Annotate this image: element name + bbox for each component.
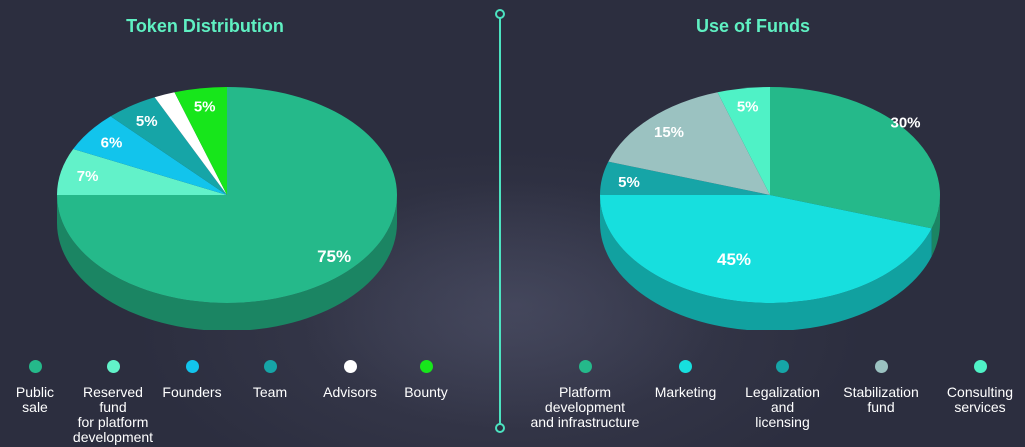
pie-slice-5	[174, 87, 227, 195]
legend-item: Advisors	[315, 360, 385, 400]
pie-label-4: 5%	[737, 98, 759, 115]
legend-label: Advisors	[323, 384, 377, 400]
legend-item: Founders	[157, 360, 227, 400]
token-distribution-title: Token Distribution	[126, 16, 284, 36]
pie-slice-side-0	[57, 195, 397, 330]
pie-label-3: 5%	[136, 113, 158, 130]
legend-item: Legalization and licensing	[735, 360, 830, 430]
legend-swatch	[578, 360, 592, 373]
use-of-funds-title: Use of Funds	[695, 16, 810, 36]
pie-slice-1	[57, 149, 227, 195]
pie-label-5: 5%	[194, 98, 216, 115]
legend-item: Platform development and infrastructure	[525, 360, 645, 430]
pie-slice-3	[110, 97, 227, 195]
token-distribution-pie: 75%7%6%5%2%5%	[57, 87, 397, 330]
pie-slice-0	[770, 87, 940, 229]
legend-swatch	[874, 360, 888, 373]
pie-label-1: 45%	[717, 250, 751, 269]
legend-swatch	[185, 360, 199, 373]
pie-label-3: 15%	[654, 124, 684, 141]
pie-slice-3	[608, 92, 770, 195]
use-of-funds-pie: 30% 45% 5% 15% 5%	[600, 87, 940, 330]
legend-item: Bounty	[395, 360, 457, 400]
legend-swatch	[28, 360, 42, 373]
divider-top-dot	[495, 9, 505, 19]
legend-swatch	[776, 360, 789, 373]
legend-label: Stabilization fund	[843, 384, 919, 415]
pie-label-0: 30%	[891, 115, 921, 132]
pie-slice-side-0	[931, 195, 940, 257]
legend-swatch	[106, 360, 120, 373]
pie-slice-4	[717, 87, 770, 195]
legend-swatch	[263, 360, 277, 373]
legend-label: Public sale	[15, 384, 55, 415]
legend-label: Founders	[162, 384, 222, 400]
pie-slice-2	[73, 116, 227, 195]
pie-slice-1	[600, 195, 932, 303]
legend-swatch	[973, 360, 987, 373]
pie-label-0: 75%	[317, 247, 351, 266]
divider-line	[499, 17, 501, 425]
legend-item: Consulting services	[940, 360, 1020, 415]
pie-label-2: 6%	[101, 135, 123, 152]
legend-swatch	[679, 360, 692, 373]
legend-item: Reserved fund for platform development	[68, 360, 158, 445]
pie-slice-2	[600, 161, 770, 195]
legend-item: Stabilization fund	[836, 360, 926, 415]
legend-swatch	[419, 360, 433, 373]
legend-label: Bounty	[404, 384, 448, 400]
pie-slice-side-1	[600, 195, 932, 330]
legend-label: Marketing	[654, 384, 717, 400]
pie-label-1: 7%	[77, 168, 99, 185]
pie-slice-4	[154, 92, 227, 195]
legend-swatch	[343, 360, 357, 373]
legend-label: Legalization and licensing	[745, 384, 820, 430]
legend-label: Platform development and infrastructure	[530, 384, 640, 430]
legend-item: Marketing	[648, 360, 723, 400]
legend-item: Team	[240, 360, 300, 400]
legend-label: Reserved fund for platform development	[72, 384, 154, 445]
pie-label-2: 5%	[618, 174, 640, 191]
legend-label: Team	[252, 384, 288, 400]
legend-item: Public sale	[5, 360, 65, 415]
divider-bottom-dot	[495, 423, 505, 433]
legend-label: Consulting services	[946, 384, 1014, 415]
